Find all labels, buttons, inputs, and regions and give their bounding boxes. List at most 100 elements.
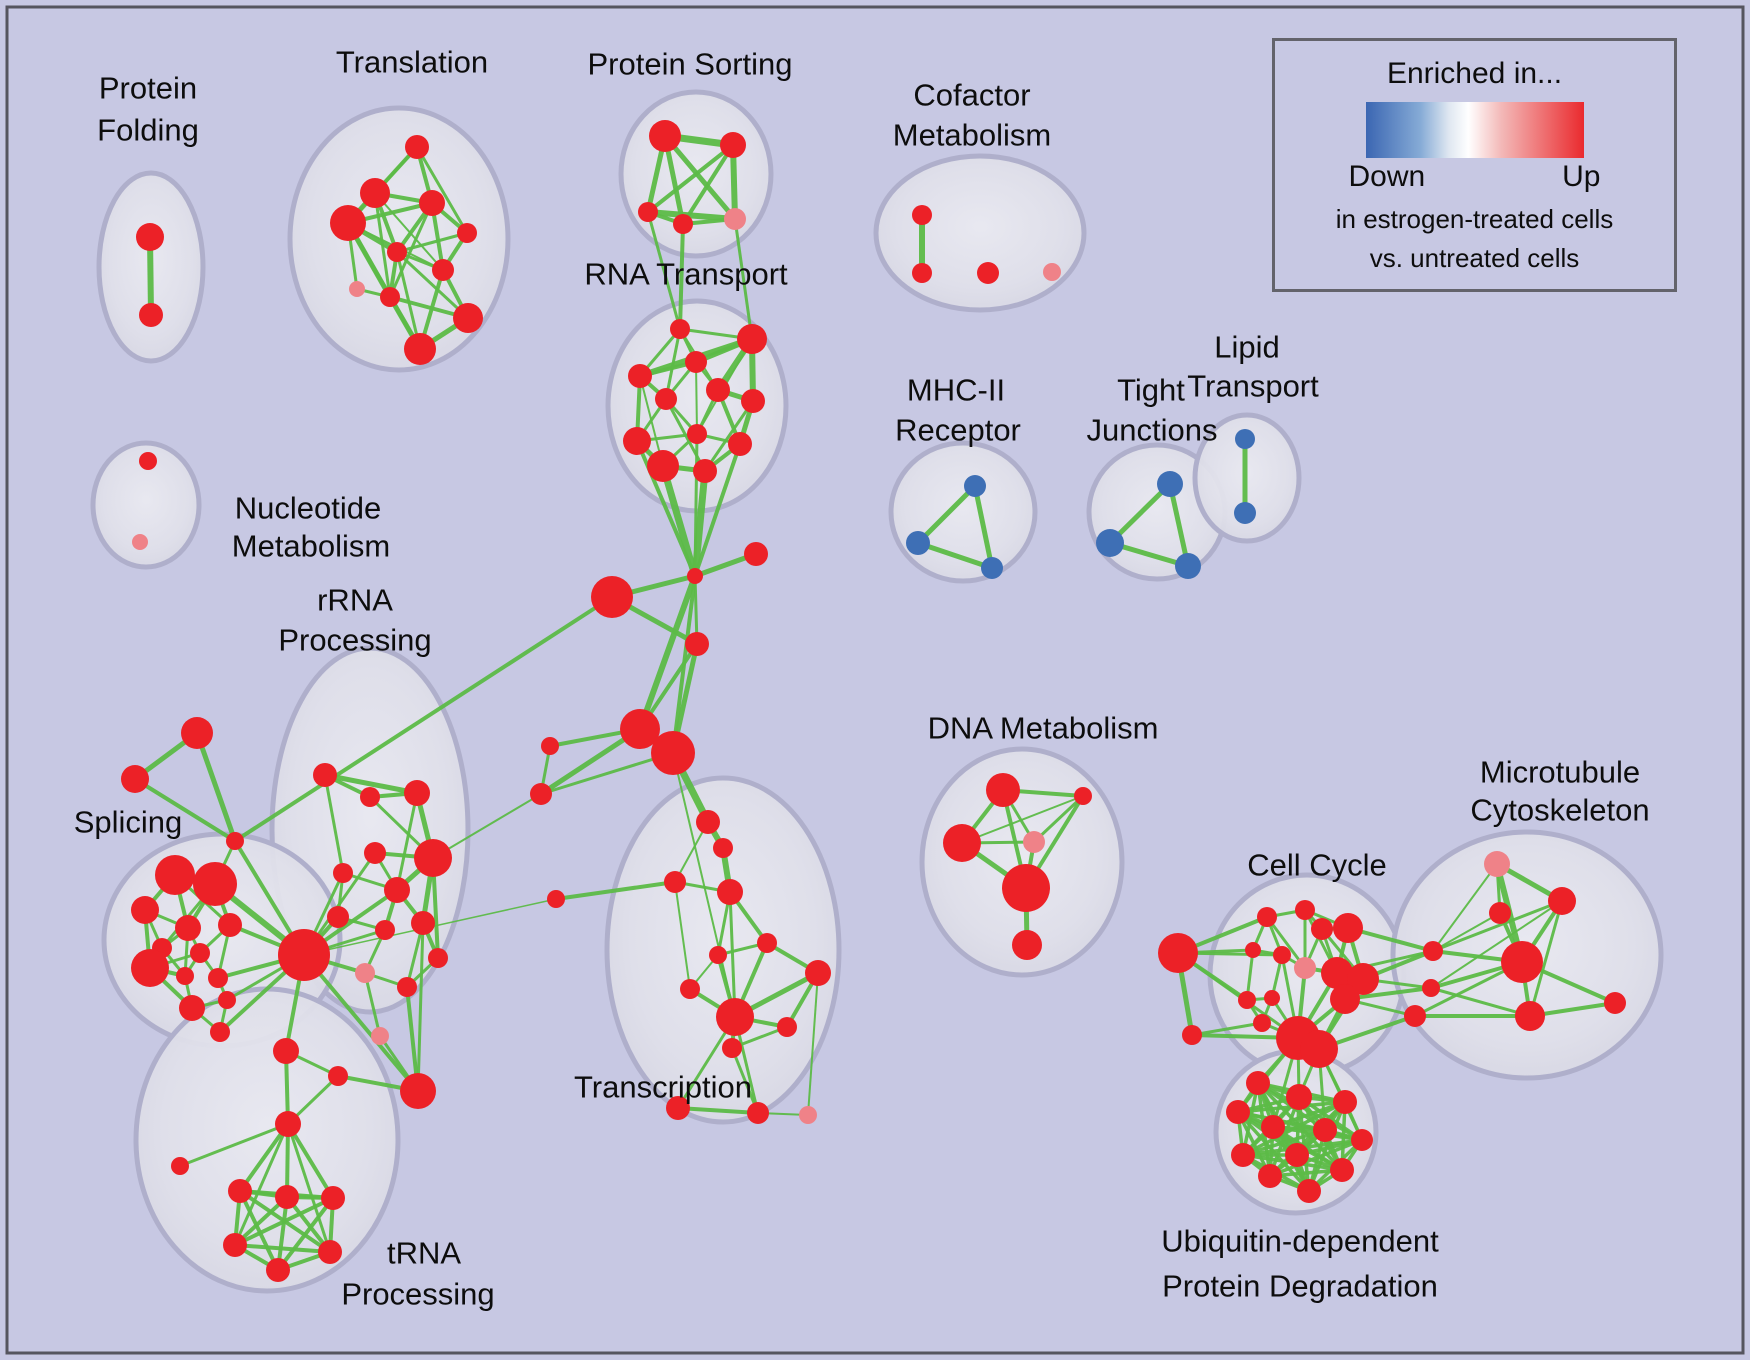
edge xyxy=(807,972,819,1116)
gene-set-node-j3 xyxy=(685,632,709,656)
gene-set-node-lp2 xyxy=(1234,502,1256,524)
edge xyxy=(703,400,755,472)
gene-set-node-ub5 xyxy=(1261,1115,1285,1139)
cluster-label: Lipid xyxy=(1214,330,1280,365)
gene-set-node-pf1 xyxy=(136,223,164,251)
gene-set-node-cc2 xyxy=(1295,900,1315,920)
edge xyxy=(972,485,995,569)
gene-set-node-mh2 xyxy=(906,531,930,555)
gene-set-node-sp10 xyxy=(208,968,228,988)
cluster-label: Protein Degradation xyxy=(1162,1269,1438,1304)
gene-set-node-j2 xyxy=(744,542,768,566)
gene-set-node-cc11 xyxy=(1264,990,1280,1006)
gene-set-node-tx8 xyxy=(680,979,700,999)
legend-gradient-bar xyxy=(1365,102,1584,158)
legend-up-label: Up xyxy=(1562,160,1601,193)
cluster-label: Cell Cycle xyxy=(1247,848,1387,883)
edge xyxy=(323,774,345,874)
gene-set-node-rr1 xyxy=(313,763,337,787)
edge xyxy=(432,793,542,859)
cluster-cofactor-metabolism xyxy=(873,153,1087,313)
edge xyxy=(728,891,737,1018)
edge xyxy=(961,795,1084,844)
gene-set-node-tn7 xyxy=(318,1240,342,1264)
gene-set-node-tw2 xyxy=(651,731,695,775)
cluster-label: Cytoskeleton xyxy=(1470,793,1649,828)
cluster-label: Microtubule xyxy=(1480,755,1640,790)
gene-set-node-j1 xyxy=(687,568,703,584)
edge xyxy=(540,751,674,796)
gene-set-node-tn2 xyxy=(171,1157,189,1175)
gene-set-node-cc4 xyxy=(1311,918,1333,940)
gene-set-node-rt11 xyxy=(647,450,679,482)
gene-set-node-L2 xyxy=(530,783,552,805)
gene-set-node-dm5 xyxy=(1002,864,1050,912)
cluster-label: DNA Metabolism xyxy=(928,711,1159,746)
cluster-label: rRNA xyxy=(317,583,393,618)
gene-set-node-rt7 xyxy=(741,389,765,413)
gene-set-node-cc12 xyxy=(1330,984,1360,1014)
gene-set-node-tx2 xyxy=(713,838,733,858)
cluster-label: Metabolism xyxy=(232,529,391,564)
edge xyxy=(286,1123,332,1253)
legend-subline-1: in estrogen-treated cells xyxy=(1335,204,1614,234)
gene-set-node-sp11 xyxy=(179,995,205,1021)
edge xyxy=(1167,483,1191,567)
gene-set-node-cc15 xyxy=(1253,1014,1271,1032)
edge xyxy=(395,250,470,320)
cluster-label: Translation xyxy=(336,45,488,80)
gene-set-node-rt2 xyxy=(737,324,767,354)
gene-set-node-rt6 xyxy=(655,388,677,410)
edge xyxy=(733,218,754,340)
gene-set-node-rt5 xyxy=(706,378,730,402)
gene-set-node-sp7 xyxy=(190,943,210,963)
gene-set-node-pf2 xyxy=(139,303,163,327)
gene-set-node-ub1 xyxy=(1246,1071,1270,1095)
gene-set-node-tj2 xyxy=(1096,529,1124,557)
gene-set-node-ub3 xyxy=(1333,1090,1357,1114)
gene-set-node-tr3 xyxy=(226,832,244,850)
gene-set-node-t5 xyxy=(457,223,477,243)
gene-set-node-hub1 xyxy=(591,576,633,618)
edge xyxy=(233,595,614,843)
gene-set-node-t1 xyxy=(405,135,429,159)
gene-set-node-cc7 xyxy=(1294,957,1316,979)
gene-set-node-cf3 xyxy=(977,262,999,284)
cluster-label: tRNA xyxy=(387,1236,461,1271)
gene-set-node-rt3 xyxy=(685,351,707,373)
gene-set-node-dm4 xyxy=(1023,831,1045,853)
gene-set-node-rt4 xyxy=(628,364,652,388)
edge xyxy=(730,1047,760,1114)
edge xyxy=(396,231,468,254)
gene-set-node-L1 xyxy=(541,737,559,755)
cluster-label: Transport xyxy=(1187,369,1319,404)
gene-set-node-tn6 xyxy=(223,1233,247,1257)
cluster-label: Transcription xyxy=(574,1070,752,1105)
edge xyxy=(1269,1138,1363,1178)
cluster-label: Nucleotide xyxy=(235,491,381,526)
gene-set-node-mh3 xyxy=(981,557,1003,579)
gene-set-node-ub9 xyxy=(1285,1143,1309,1167)
edge xyxy=(276,1196,335,1272)
gene-set-node-nm2 xyxy=(132,534,148,550)
gene-set-node-tx5 xyxy=(547,890,565,908)
gene-set-node-cc0 xyxy=(1158,933,1198,973)
cluster-label: Protein xyxy=(99,71,197,106)
gene-set-node-sp3 xyxy=(131,896,159,924)
edge xyxy=(1432,899,1563,953)
gene-set-node-t3 xyxy=(419,190,445,216)
edge xyxy=(1177,951,1299,1040)
edge xyxy=(646,211,682,330)
gene-set-node-t8 xyxy=(349,281,365,297)
cluster-label: Junctions xyxy=(1087,413,1218,448)
gene-set-node-dm1 xyxy=(986,773,1020,807)
gene-set-node-mt5 xyxy=(1515,1001,1545,1031)
gene-set-node-tr1 xyxy=(181,717,213,749)
edge xyxy=(555,880,676,901)
cluster-label: Folding xyxy=(97,113,199,148)
gene-set-node-cf1 xyxy=(912,205,932,225)
gene-set-node-t4 xyxy=(330,205,366,241)
gene-set-node-mt3 xyxy=(1489,902,1511,924)
edge xyxy=(276,1196,289,1271)
gene-set-node-rt10 xyxy=(728,432,752,456)
